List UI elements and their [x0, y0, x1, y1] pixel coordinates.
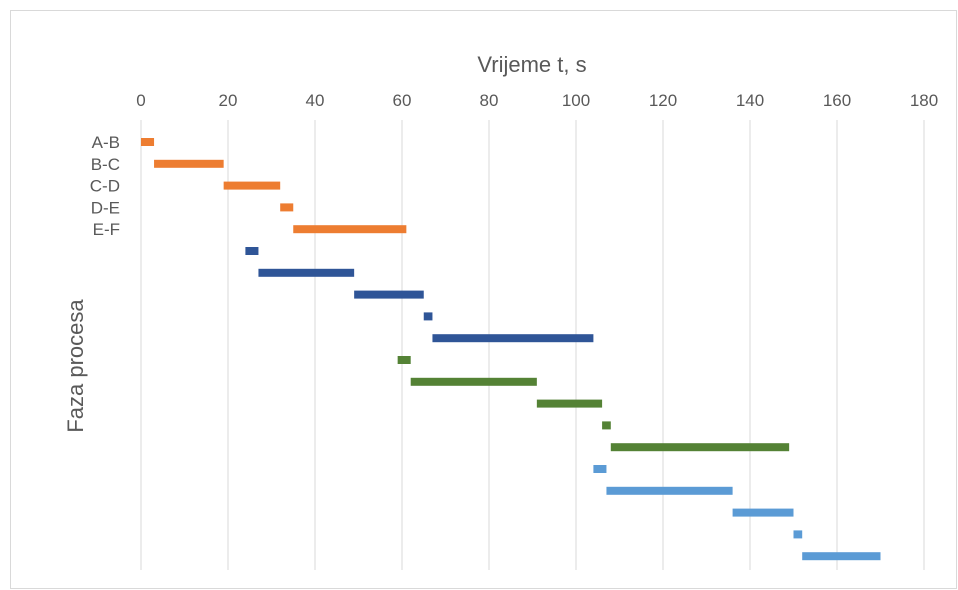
bar-segment: [141, 138, 155, 146]
category-label: B-C: [91, 155, 120, 174]
bar-segment: [602, 421, 611, 430]
x-axis-title: Vrijeme t, s: [477, 52, 586, 77]
x-tick-label: 120: [649, 91, 677, 110]
x-tick-labels: 0 20 40 60 80 100 120 140 160 180: [136, 91, 938, 110]
x-tick-label: 60: [393, 91, 412, 110]
gridlines: [140, 120, 925, 570]
bar-segment: [223, 181, 281, 190]
category-label: C-D: [90, 177, 120, 196]
bar-segment: [732, 508, 794, 517]
bar-segment: [802, 552, 881, 561]
bar-segment: [593, 465, 607, 473]
bar-segment: [397, 356, 411, 364]
x-tick-label: 20: [219, 91, 238, 110]
bar-segment: [410, 377, 537, 386]
x-tick-label: 100: [562, 91, 590, 110]
x-tick-label: 140: [736, 91, 764, 110]
bar-segment: [606, 486, 733, 495]
bar-segment: [293, 225, 407, 234]
bar-segment: [793, 530, 803, 539]
bar-segment: [423, 312, 433, 321]
x-tick-label: 160: [823, 91, 851, 110]
category-label: D-E: [91, 198, 120, 217]
bar-segment: [610, 443, 790, 452]
bar-segment: [432, 334, 594, 343]
category-label: E-F: [93, 220, 120, 239]
category-labels: A-B B-C C-D D-E E-F: [90, 133, 120, 239]
bar-segment: [258, 268, 355, 277]
x-tick-label: 0: [136, 91, 145, 110]
bar-segment: [245, 247, 259, 255]
bar-segment: [354, 290, 424, 299]
bar-segment: [154, 159, 224, 168]
bar-segment: [536, 399, 603, 408]
x-tick-label: 40: [306, 91, 325, 110]
bars: [141, 138, 881, 561]
y-axis-title: Faza procesa: [63, 299, 88, 433]
x-tick-label: 80: [480, 91, 499, 110]
category-label: A-B: [92, 133, 120, 152]
chart-frame: [10, 10, 957, 589]
bar-segment: [280, 203, 294, 212]
x-tick-label: 180: [910, 91, 938, 110]
